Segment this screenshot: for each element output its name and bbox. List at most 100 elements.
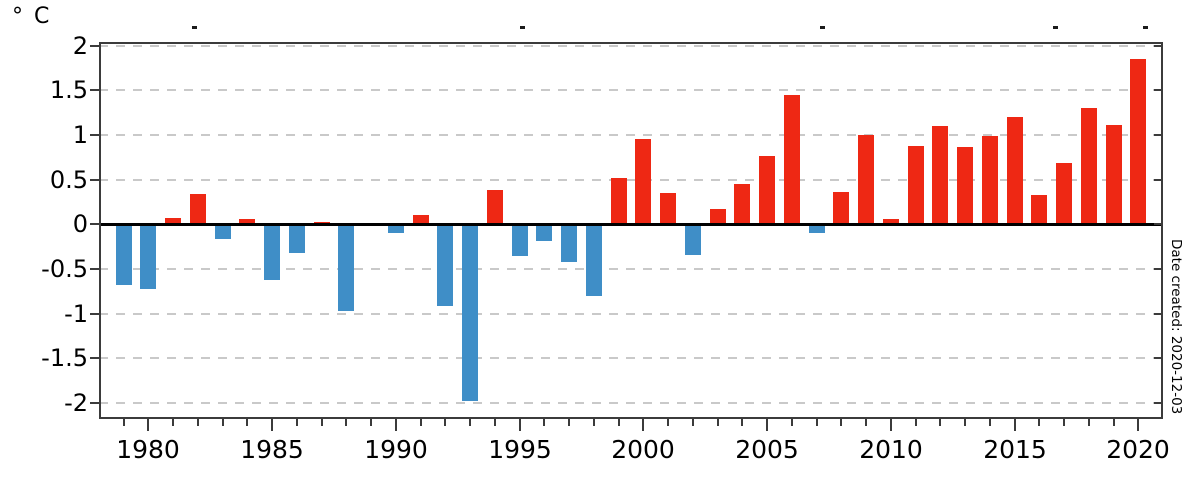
- bar-2010: [883, 218, 899, 225]
- ytick-right-0: [1154, 223, 1161, 226]
- top-mark-4: [1053, 26, 1058, 29]
- bar-2015: [1007, 117, 1023, 225]
- bar-2003: [710, 209, 726, 225]
- xtick-1979: [123, 419, 125, 426]
- xtick-1985: [271, 419, 273, 431]
- xtick-2013: [964, 419, 966, 426]
- xtick-2020: [1137, 419, 1139, 431]
- bar-1999: [611, 177, 627, 225]
- ytick-label-1: 1: [72, 120, 88, 149]
- bar-2020: [1130, 58, 1146, 225]
- xtick-2009: [865, 419, 867, 426]
- top-mark-2: [520, 26, 525, 29]
- bar-2014: [982, 135, 998, 225]
- xtick-1980: [147, 419, 149, 431]
- bar-2009: [858, 134, 874, 225]
- xtick-2003: [717, 419, 719, 426]
- xtick-label-1980: 1980: [116, 435, 180, 464]
- xtick-label-2000: 2000: [611, 435, 675, 464]
- y-axis-unit-label: ° C: [12, 4, 52, 29]
- xtick-label-2010: 2010: [859, 435, 923, 464]
- bar-1995: [512, 224, 528, 256]
- xtick-2007: [816, 419, 818, 426]
- bar-1981: [165, 217, 181, 225]
- xtick-2006: [791, 419, 793, 426]
- bar-1988: [338, 224, 354, 311]
- xtick-1997: [568, 419, 570, 426]
- ytick-right-1: [1154, 133, 1161, 136]
- ytick-label--1.5: -1.5: [41, 344, 88, 373]
- bar-1994: [487, 190, 503, 225]
- bar-1991: [413, 215, 429, 225]
- bar-2007: [809, 224, 825, 234]
- xtick-2015: [1014, 419, 1016, 431]
- bar-1983: [215, 224, 231, 240]
- bar-2012: [932, 125, 948, 225]
- ytick-label--1: -1: [64, 299, 88, 328]
- xtick-2010: [890, 419, 892, 431]
- top-mark-1: [192, 26, 197, 29]
- gridline--1: [99, 312, 1163, 315]
- ytick-right--0.5: [1154, 267, 1161, 270]
- ytick-left--1: [90, 312, 99, 315]
- ytick-right-2: [1154, 44, 1161, 47]
- bar-1996: [536, 224, 552, 242]
- bar-1998: [586, 224, 602, 296]
- xtick-1986: [296, 419, 298, 426]
- bar-2001: [660, 192, 676, 225]
- xtick-2017: [1063, 419, 1065, 426]
- xtick-2016: [1038, 419, 1040, 426]
- bar-1984: [239, 218, 255, 225]
- xtick-1981: [172, 419, 174, 426]
- bar-1993: [462, 224, 478, 402]
- ytick-right-1.5: [1154, 89, 1161, 92]
- ytick-right-0.5: [1154, 178, 1161, 181]
- bar-1992: [437, 224, 453, 306]
- bar-1986: [289, 224, 305, 253]
- bar-2008: [833, 192, 849, 225]
- bar-2018: [1081, 108, 1097, 225]
- ytick-right--1: [1154, 312, 1161, 315]
- gridline-2: [99, 44, 1163, 47]
- bar-1985: [264, 224, 280, 280]
- xtick-1990: [395, 419, 397, 431]
- xtick-1994: [494, 419, 496, 426]
- bar-1982: [190, 193, 206, 225]
- gridline-1: [99, 133, 1163, 136]
- ytick-left-1: [90, 133, 99, 136]
- gridline-1.5: [99, 89, 1163, 92]
- bar-2013: [957, 146, 973, 225]
- ytick-label--0.5: -0.5: [41, 254, 88, 283]
- xtick-1995: [519, 419, 521, 431]
- xtick-2011: [915, 419, 917, 426]
- ytick-left--2: [90, 401, 99, 404]
- bar-2004: [734, 184, 750, 225]
- date-created-note: Date created: 2020-12-03: [1168, 239, 1184, 415]
- bar-2006: [784, 94, 800, 225]
- xtick-1983: [222, 419, 224, 426]
- xtick-1984: [246, 419, 248, 426]
- xtick-1993: [469, 419, 471, 426]
- xtick-2004: [741, 419, 743, 426]
- ytick-label--2: -2: [64, 388, 88, 417]
- plot-area: [99, 42, 1163, 419]
- xtick-1989: [370, 419, 372, 426]
- gridline--2: [99, 401, 1163, 404]
- xtick-2012: [939, 419, 941, 426]
- xtick-label-1990: 1990: [364, 435, 428, 464]
- bar-1997: [561, 224, 577, 262]
- xtick-1991: [420, 419, 422, 426]
- bar-2017: [1056, 163, 1072, 225]
- xtick-1999: [618, 419, 620, 426]
- xtick-2005: [766, 419, 768, 431]
- xtick-label-2005: 2005: [735, 435, 799, 464]
- bar-2011: [908, 145, 924, 225]
- plot-border: [99, 42, 1163, 419]
- bar-2019: [1106, 125, 1122, 225]
- bar-2005: [759, 156, 775, 225]
- xtick-label-1985: 1985: [240, 435, 304, 464]
- bar-1979: [116, 224, 132, 285]
- gridline-0.5: [99, 178, 1163, 181]
- ytick-label-0.5: 0.5: [49, 165, 88, 194]
